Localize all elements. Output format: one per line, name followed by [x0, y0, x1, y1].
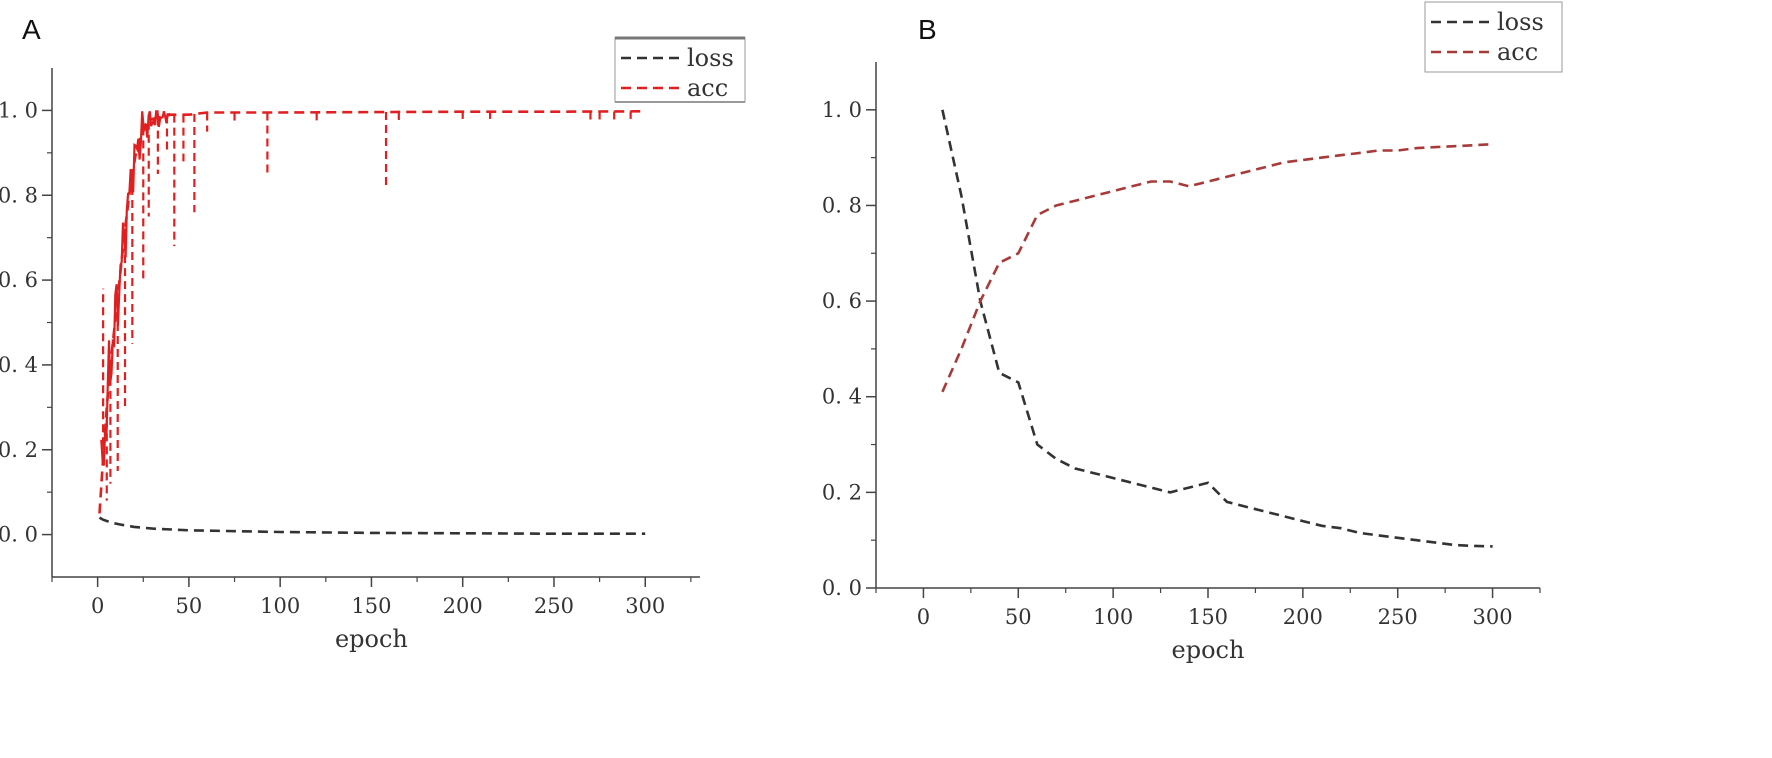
legend-label-acc: acc — [1497, 38, 1538, 66]
y-tick-label: 0. 2 — [0, 438, 38, 462]
y-tick-label: 0. 0 — [0, 523, 38, 547]
y-tick-label: 0. 6 — [822, 289, 862, 313]
x-tick-label: 50 — [176, 594, 203, 618]
x-tick-label: 200 — [1283, 605, 1323, 629]
x-tick-label: 200 — [443, 594, 483, 618]
series-acc — [98, 110, 646, 514]
x-tick-label: 300 — [625, 594, 665, 618]
x-axis-title: epoch — [335, 625, 408, 653]
series-acc — [941, 142, 1493, 393]
y-tick-label: 1. 0 — [822, 98, 862, 122]
x-tick-label: 150 — [351, 594, 391, 618]
chart-0: 0. 0 0. 2 0. 4 0. 6 0. 8 1. 0 0 50 100 150 200 250 3… — [0, 36, 746, 653]
x-tick-label: 0 — [917, 605, 930, 629]
x-tick-label: 150 — [1188, 605, 1228, 629]
legend-box — [614, 37, 746, 103]
y-tick-label: 0. 6 — [0, 268, 38, 292]
x-tick-label: 250 — [1378, 605, 1418, 629]
x-tick-label: 250 — [534, 594, 574, 618]
x-tick-label: 100 — [260, 594, 300, 618]
y-tick-label: 0. 2 — [822, 480, 862, 504]
legend-label-loss: loss — [687, 44, 734, 72]
x-tick-label: 50 — [1005, 605, 1032, 629]
y-tick-label: 0. 8 — [0, 183, 38, 207]
x-axis-title: epoch — [1172, 636, 1245, 664]
legend-box — [1424, 1, 1563, 73]
legend-label-loss: loss — [1497, 8, 1544, 36]
series-loss — [941, 109, 1493, 548]
panel-label-a: A — [22, 14, 41, 45]
acc-noise-band — [100, 110, 171, 466]
chart-1: 0. 0 0. 2 0. 4 0. 6 0. 8 1. 0 0 50 100 150 200 250 3… — [822, 1, 1563, 664]
x-tick-label: 0 — [91, 594, 104, 618]
legend-label-acc: acc — [687, 74, 728, 102]
x-tick-label: 100 — [1093, 605, 1133, 629]
y-tick-label: 0. 0 — [822, 576, 862, 600]
x-tick-label: 300 — [1473, 605, 1513, 629]
series-loss — [98, 516, 646, 536]
y-tick-label: 0. 4 — [822, 385, 862, 409]
panel-label-b: B — [918, 14, 937, 45]
y-tick-label: 1. 0 — [0, 98, 38, 122]
y-tick-label: 0. 8 — [822, 193, 862, 217]
y-tick-label: 0. 4 — [0, 353, 38, 377]
